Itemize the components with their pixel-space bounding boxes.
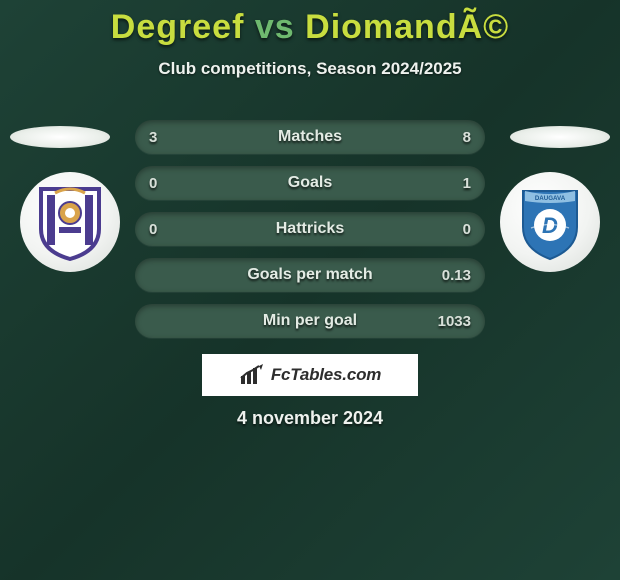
stat-row-goals: 0 Goals 1 — [135, 166, 485, 200]
stat-right-value: 0.13 — [442, 267, 471, 284]
stat-right-value: 1033 — [438, 313, 471, 330]
stat-left-value: 3 — [149, 129, 157, 146]
vs-label: vs — [255, 8, 295, 46]
page-title: Degreef vs DiomandÃ© — [0, 0, 620, 47]
daugava-crest-icon: DAUGAVA D — [519, 183, 581, 261]
fctables-chart-icon — [239, 364, 267, 386]
daugava-letter: D — [542, 213, 558, 238]
date-label: 4 november 2024 — [0, 408, 620, 429]
stats-container: 3 Matches 8 0 Goals 1 0 Hattricks 0 Goal… — [135, 120, 485, 350]
stat-label: Goals — [288, 174, 332, 192]
stat-label: Matches — [278, 128, 342, 146]
stat-row-min-per-goal: Min per goal 1033 — [135, 304, 485, 338]
player1-name: Degreef — [111, 8, 245, 46]
player2-oval — [510, 126, 610, 148]
player2-name: DiomandÃ© — [305, 8, 509, 46]
stat-label: Goals per match — [247, 266, 372, 284]
stat-row-matches: 3 Matches 8 — [135, 120, 485, 154]
stat-row-hattricks: 0 Hattricks 0 — [135, 212, 485, 246]
watermark: FcTables.com — [202, 354, 418, 396]
player1-oval — [10, 126, 110, 148]
watermark-text: FcTables.com — [271, 365, 381, 385]
stat-right-value: 8 — [463, 129, 471, 146]
stat-label: Min per goal — [263, 312, 357, 330]
stat-row-goals-per-match: Goals per match 0.13 — [135, 258, 485, 292]
club-right-badge: DAUGAVA D — [500, 172, 600, 272]
stat-right-value: 1 — [463, 175, 471, 192]
anderlecht-crest-icon — [37, 183, 103, 261]
stat-right-value: 0 — [463, 221, 471, 238]
daugava-banner-text: DAUGAVA — [535, 195, 566, 202]
stat-left-value: 0 — [149, 175, 157, 192]
club-left-badge — [20, 172, 120, 272]
subtitle: Club competitions, Season 2024/2025 — [0, 59, 620, 79]
stat-label: Hattricks — [276, 220, 344, 238]
stat-left-value: 0 — [149, 221, 157, 238]
